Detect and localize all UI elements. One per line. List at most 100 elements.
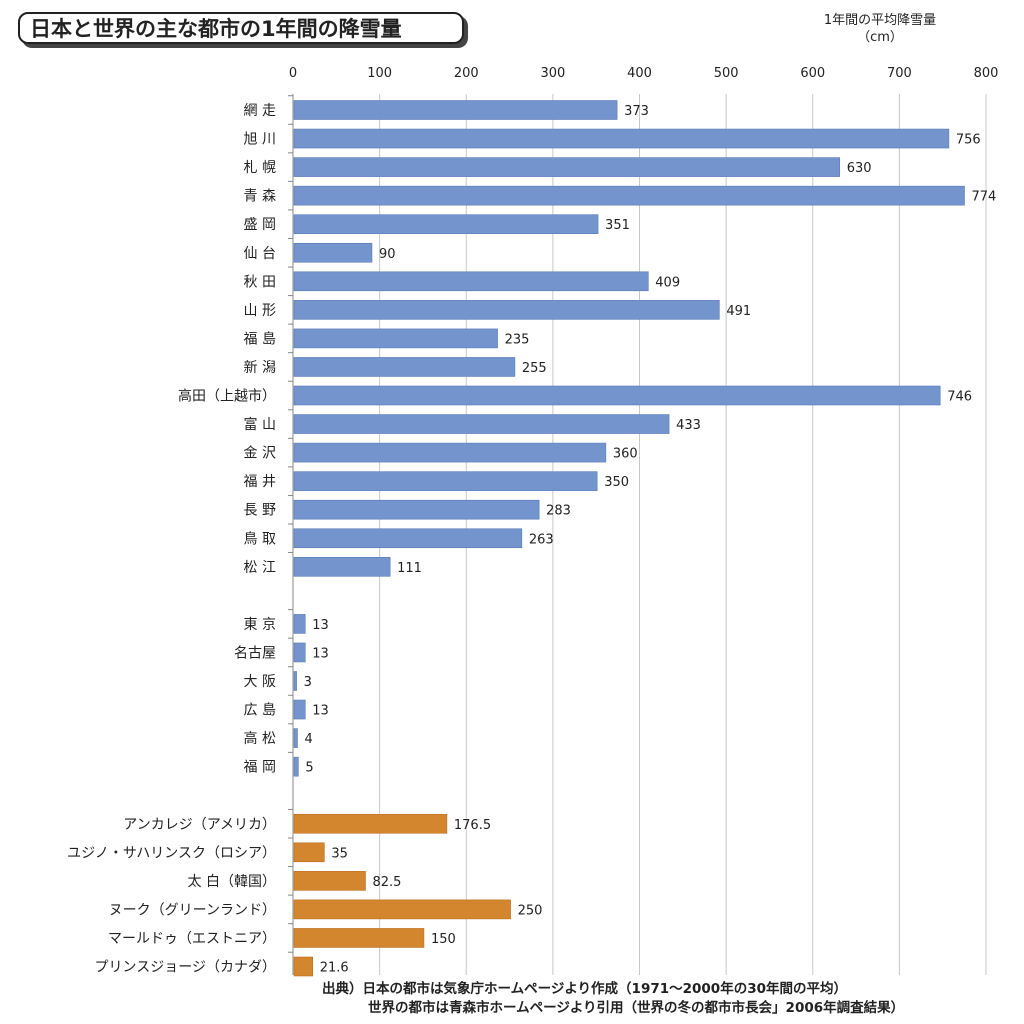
category-label-japan_snowy-15: 鳥 取 xyxy=(244,531,276,547)
x-tick-label-700: 700 xyxy=(887,66,912,81)
chart-title: 日本と世界の主な都市の1年間の降雪量 xyxy=(30,17,402,41)
unit-box: 1年間の平均降雪量 （cm） xyxy=(780,12,980,46)
value-label-japan_snowy-14: 283 xyxy=(546,504,571,519)
bar-japan_snowy-10 xyxy=(293,385,941,406)
value-label-japan_other-5: 5 xyxy=(305,761,313,776)
y-axis: 網 走旭 川札 幌青 森盛 岡仙 台秋 田山 形福 島新 潟高田（上越市） 富 山… xyxy=(67,94,294,976)
category-label-japan_other-4: 高 松 xyxy=(244,730,276,747)
value-label-japan_snowy-8: 235 xyxy=(505,332,530,347)
category-label-world-3: ヌーク（グリーンランド） xyxy=(109,902,276,918)
value-label-japan_other-4: 4 xyxy=(304,732,312,747)
bar-japan_snowy-7 xyxy=(293,300,720,320)
value-label-japan_snowy-3: 774 xyxy=(971,190,996,205)
bar-world-0 xyxy=(293,813,448,834)
category-label-japan_snowy-5: 仙 台 xyxy=(244,246,276,262)
unit-text: （cm） xyxy=(857,30,903,45)
value-label-world-4: 150 xyxy=(431,932,456,947)
value-label-japan_snowy-16: 111 xyxy=(397,561,422,576)
value-label-japan_snowy-4: 351 xyxy=(605,218,630,233)
category-label-japan_snowy-16: 松 江 xyxy=(244,560,276,576)
value-label-japan_other-0: 13 xyxy=(312,618,329,633)
unit-label: 1年間の平均降雪量 xyxy=(823,13,937,28)
value-label-japan_snowy-0: 373 xyxy=(624,104,649,119)
bar-japan_snowy-1 xyxy=(293,128,950,149)
category-label-japan_snowy-0: 網 走 xyxy=(244,103,276,119)
bar-japan_snowy-2 xyxy=(293,157,841,177)
value-label-world-5: 21.6 xyxy=(320,961,349,976)
bar-world-3 xyxy=(293,899,511,920)
value-label-japan_snowy-5: 90 xyxy=(379,247,396,262)
category-label-world-0: アンカレジ（アメリカ） xyxy=(123,817,276,833)
category-label-japan_snowy-11: 富 山 xyxy=(244,416,276,433)
bar-japan_snowy-14 xyxy=(293,499,540,520)
value-label-japan_other-2: 3 xyxy=(304,675,312,690)
x-tick-label-300: 300 xyxy=(540,66,565,81)
bar-japan_snowy-16 xyxy=(293,556,391,577)
bar-japan_other-1 xyxy=(293,642,306,663)
bar-japan_other-2 xyxy=(293,671,297,691)
bar-japan_snowy-5 xyxy=(293,242,373,263)
x-tick-label-100: 100 xyxy=(367,66,392,81)
bar-japan_other-0 xyxy=(293,614,306,634)
category-label-japan_snowy-1: 旭 川 xyxy=(244,132,276,148)
category-label-japan_snowy-7: 山 形 xyxy=(244,303,276,319)
x-tick-label-500: 500 xyxy=(714,66,739,81)
bar-japan_snowy-0 xyxy=(293,100,618,120)
value-label-japan_snowy-11: 433 xyxy=(676,418,701,433)
bar-world-2 xyxy=(293,871,366,891)
category-label-japan_snowy-4: 盛 岡 xyxy=(244,217,276,233)
value-label-japan_snowy-2: 630 xyxy=(847,161,872,176)
bar-japan_snowy-4 xyxy=(293,214,599,234)
category-label-japan_snowy-2: 札 幌 xyxy=(244,160,276,176)
bars: 3737566307743519040949123525574643336035… xyxy=(293,100,996,977)
x-tick-label-200: 200 xyxy=(454,66,479,81)
x-tick-label-800: 800 xyxy=(974,66,999,81)
bar-japan_snowy-8 xyxy=(293,328,498,349)
x-tick-label-0: 0 xyxy=(289,66,297,81)
bar-japan_snowy-6 xyxy=(293,271,649,292)
x-tick-label-600: 600 xyxy=(800,66,825,81)
source-line-2: 世界の都市は青森市ホームページより引用（世界の冬の都市市長会」2006年調査結果… xyxy=(368,1000,905,1016)
value-label-japan_snowy-1: 756 xyxy=(956,133,981,148)
value-label-japan_snowy-15: 263 xyxy=(529,532,554,547)
x-axis-ticks: 0 100 200 300 400 500 600 700 800 xyxy=(289,66,999,81)
value-label-japan_snowy-10: 746 xyxy=(947,390,972,405)
category-label-japan_snowy-9: 新 潟 xyxy=(244,360,276,376)
category-label-japan_snowy-14: 長 野 xyxy=(244,503,276,519)
bar-japan_snowy-11 xyxy=(293,414,670,434)
value-label-japan_other-3: 13 xyxy=(312,704,329,719)
bar-japan_snowy-12 xyxy=(293,442,607,463)
category-label-japan_other-1: 名古屋 xyxy=(234,645,276,661)
category-label-world-5: プリンスジョージ（カナダ） xyxy=(95,960,276,976)
category-label-japan_snowy-8: 福 島 xyxy=(244,331,276,347)
value-label-japan_other-1: 13 xyxy=(312,646,329,661)
category-label-japan_snowy-13: 福 井 xyxy=(244,474,276,490)
bar-japan_snowy-15 xyxy=(293,528,523,549)
category-label-japan_snowy-10: 高田（上越市） xyxy=(178,388,276,405)
bar-japan_other-4 xyxy=(293,728,298,748)
value-label-japan_snowy-13: 350 xyxy=(604,475,629,490)
value-label-japan_snowy-7: 491 xyxy=(726,304,751,319)
category-label-japan_other-2: 大 阪 xyxy=(244,674,276,690)
category-label-japan_snowy-6: 秋 田 xyxy=(244,274,276,290)
source-note: 出典）日本の都市は気象庁ホームページより作成（1971～2000年の30年間の平… xyxy=(322,980,1012,1018)
source-line-1: 出典）日本の都市は気象庁ホームページより作成（1971～2000年の30年間の平… xyxy=(322,981,847,997)
value-label-japan_snowy-12: 360 xyxy=(613,447,638,462)
value-label-world-0: 176.5 xyxy=(454,818,491,833)
value-label-world-3: 250 xyxy=(518,903,543,918)
value-label-world-1: 35 xyxy=(331,846,348,861)
value-label-japan_snowy-6: 409 xyxy=(655,275,680,290)
category-label-japan_other-3: 広 島 xyxy=(244,703,276,719)
category-label-world-1: ユジノ・サハリンスク（ロシア） xyxy=(67,845,276,861)
x-tick-label-400: 400 xyxy=(627,66,652,81)
category-label-japan_other-0: 東 京 xyxy=(244,617,276,633)
bar-world-5 xyxy=(293,956,314,977)
bar-world-1 xyxy=(293,842,325,863)
bar-japan_snowy-9 xyxy=(293,357,516,377)
category-label-japan_snowy-3: 青 森 xyxy=(244,189,276,205)
bar-world-4 xyxy=(293,928,425,948)
value-label-japan_snowy-9: 255 xyxy=(522,361,547,376)
category-label-world-2: 太 白（韓国） xyxy=(188,874,276,890)
chart-title-box: 日本と世界の主な都市の1年間の降雪量 xyxy=(18,12,464,44)
